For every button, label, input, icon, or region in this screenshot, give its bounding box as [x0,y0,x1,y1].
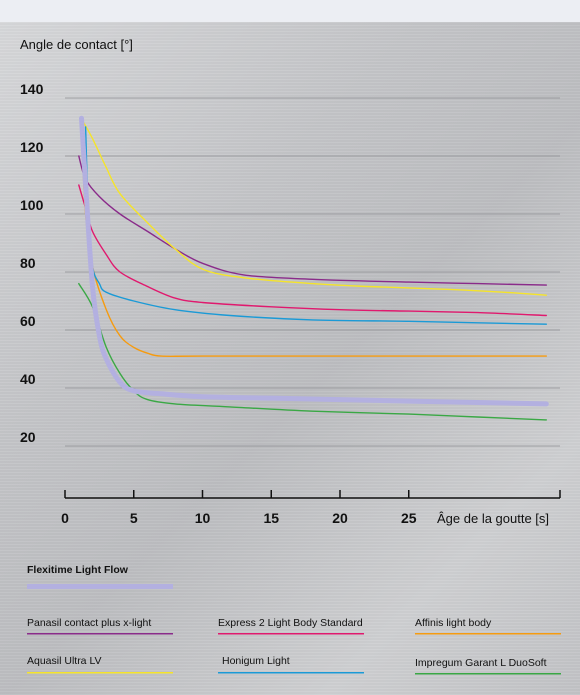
legend-label-impregum: Impregum Garant L DuoSoft [415,657,547,669]
x-tick-label-20: 20 [332,510,348,526]
series-line-express-2-light-body-standard [78,184,547,317]
y-tick-label-120: 120 [20,139,44,155]
series-line-flexitime-light-flow [79,115,549,407]
top-band [0,0,580,22]
y-tick-label-140: 140 [20,81,44,97]
legend-swatch-panasil [27,633,173,635]
y-tick-label-20: 20 [20,429,36,445]
legend-label-affinis: Affinis light body [415,617,492,629]
grid-lines [65,97,560,447]
legend-label-express: Express 2 Light Body Standard [218,617,363,629]
x-axis: 0 5 10 15 20 25 [61,490,561,526]
legend: Flexitime Light Flow Panasil contact plu… [27,564,561,675]
y-axis-label: Angle de contact [°] [20,37,133,52]
series-line-honigum-light [84,126,547,325]
y-tick-label-60: 60 [20,313,36,329]
legend-swatch-express [218,633,364,635]
x-tick-label-15: 15 [263,510,279,526]
legend-swatch-affinis [415,633,561,635]
series-line-impregum-garant-l-duosoft [78,282,547,421]
series-lines [78,115,549,421]
legend-swatch-flexitime [27,584,173,589]
legend-swatch-honigum [218,672,364,674]
y-tick-label-80: 80 [20,255,36,271]
legend-label-panasil: Panasil contact plus x-light [27,617,151,629]
series-line-aquasil-ultra-lv [82,120,547,296]
legend-label-aquasil: Aquasil Ultra LV [27,655,102,667]
legend-label-honigum: Honigum Light [222,655,290,667]
x-tick-label-10: 10 [195,510,211,526]
legend-swatch-aquasil [27,672,173,674]
x-axis-label: Âge de la goutte [s] [437,511,549,526]
y-tick-label-100: 100 [20,197,44,213]
legend-swatch-impregum [415,673,561,675]
legend-label-flexitime: Flexitime Light Flow [27,564,129,576]
x-tick-label-25: 25 [401,510,417,526]
x-tick-label-0: 0 [61,510,69,526]
y-tick-labels: 20 40 60 80 100 120 140 [20,81,44,445]
x-tick-label-5: 5 [130,510,138,526]
series-line-panasil-contact-plus-x-light [78,155,547,286]
y-tick-label-40: 40 [20,371,36,387]
